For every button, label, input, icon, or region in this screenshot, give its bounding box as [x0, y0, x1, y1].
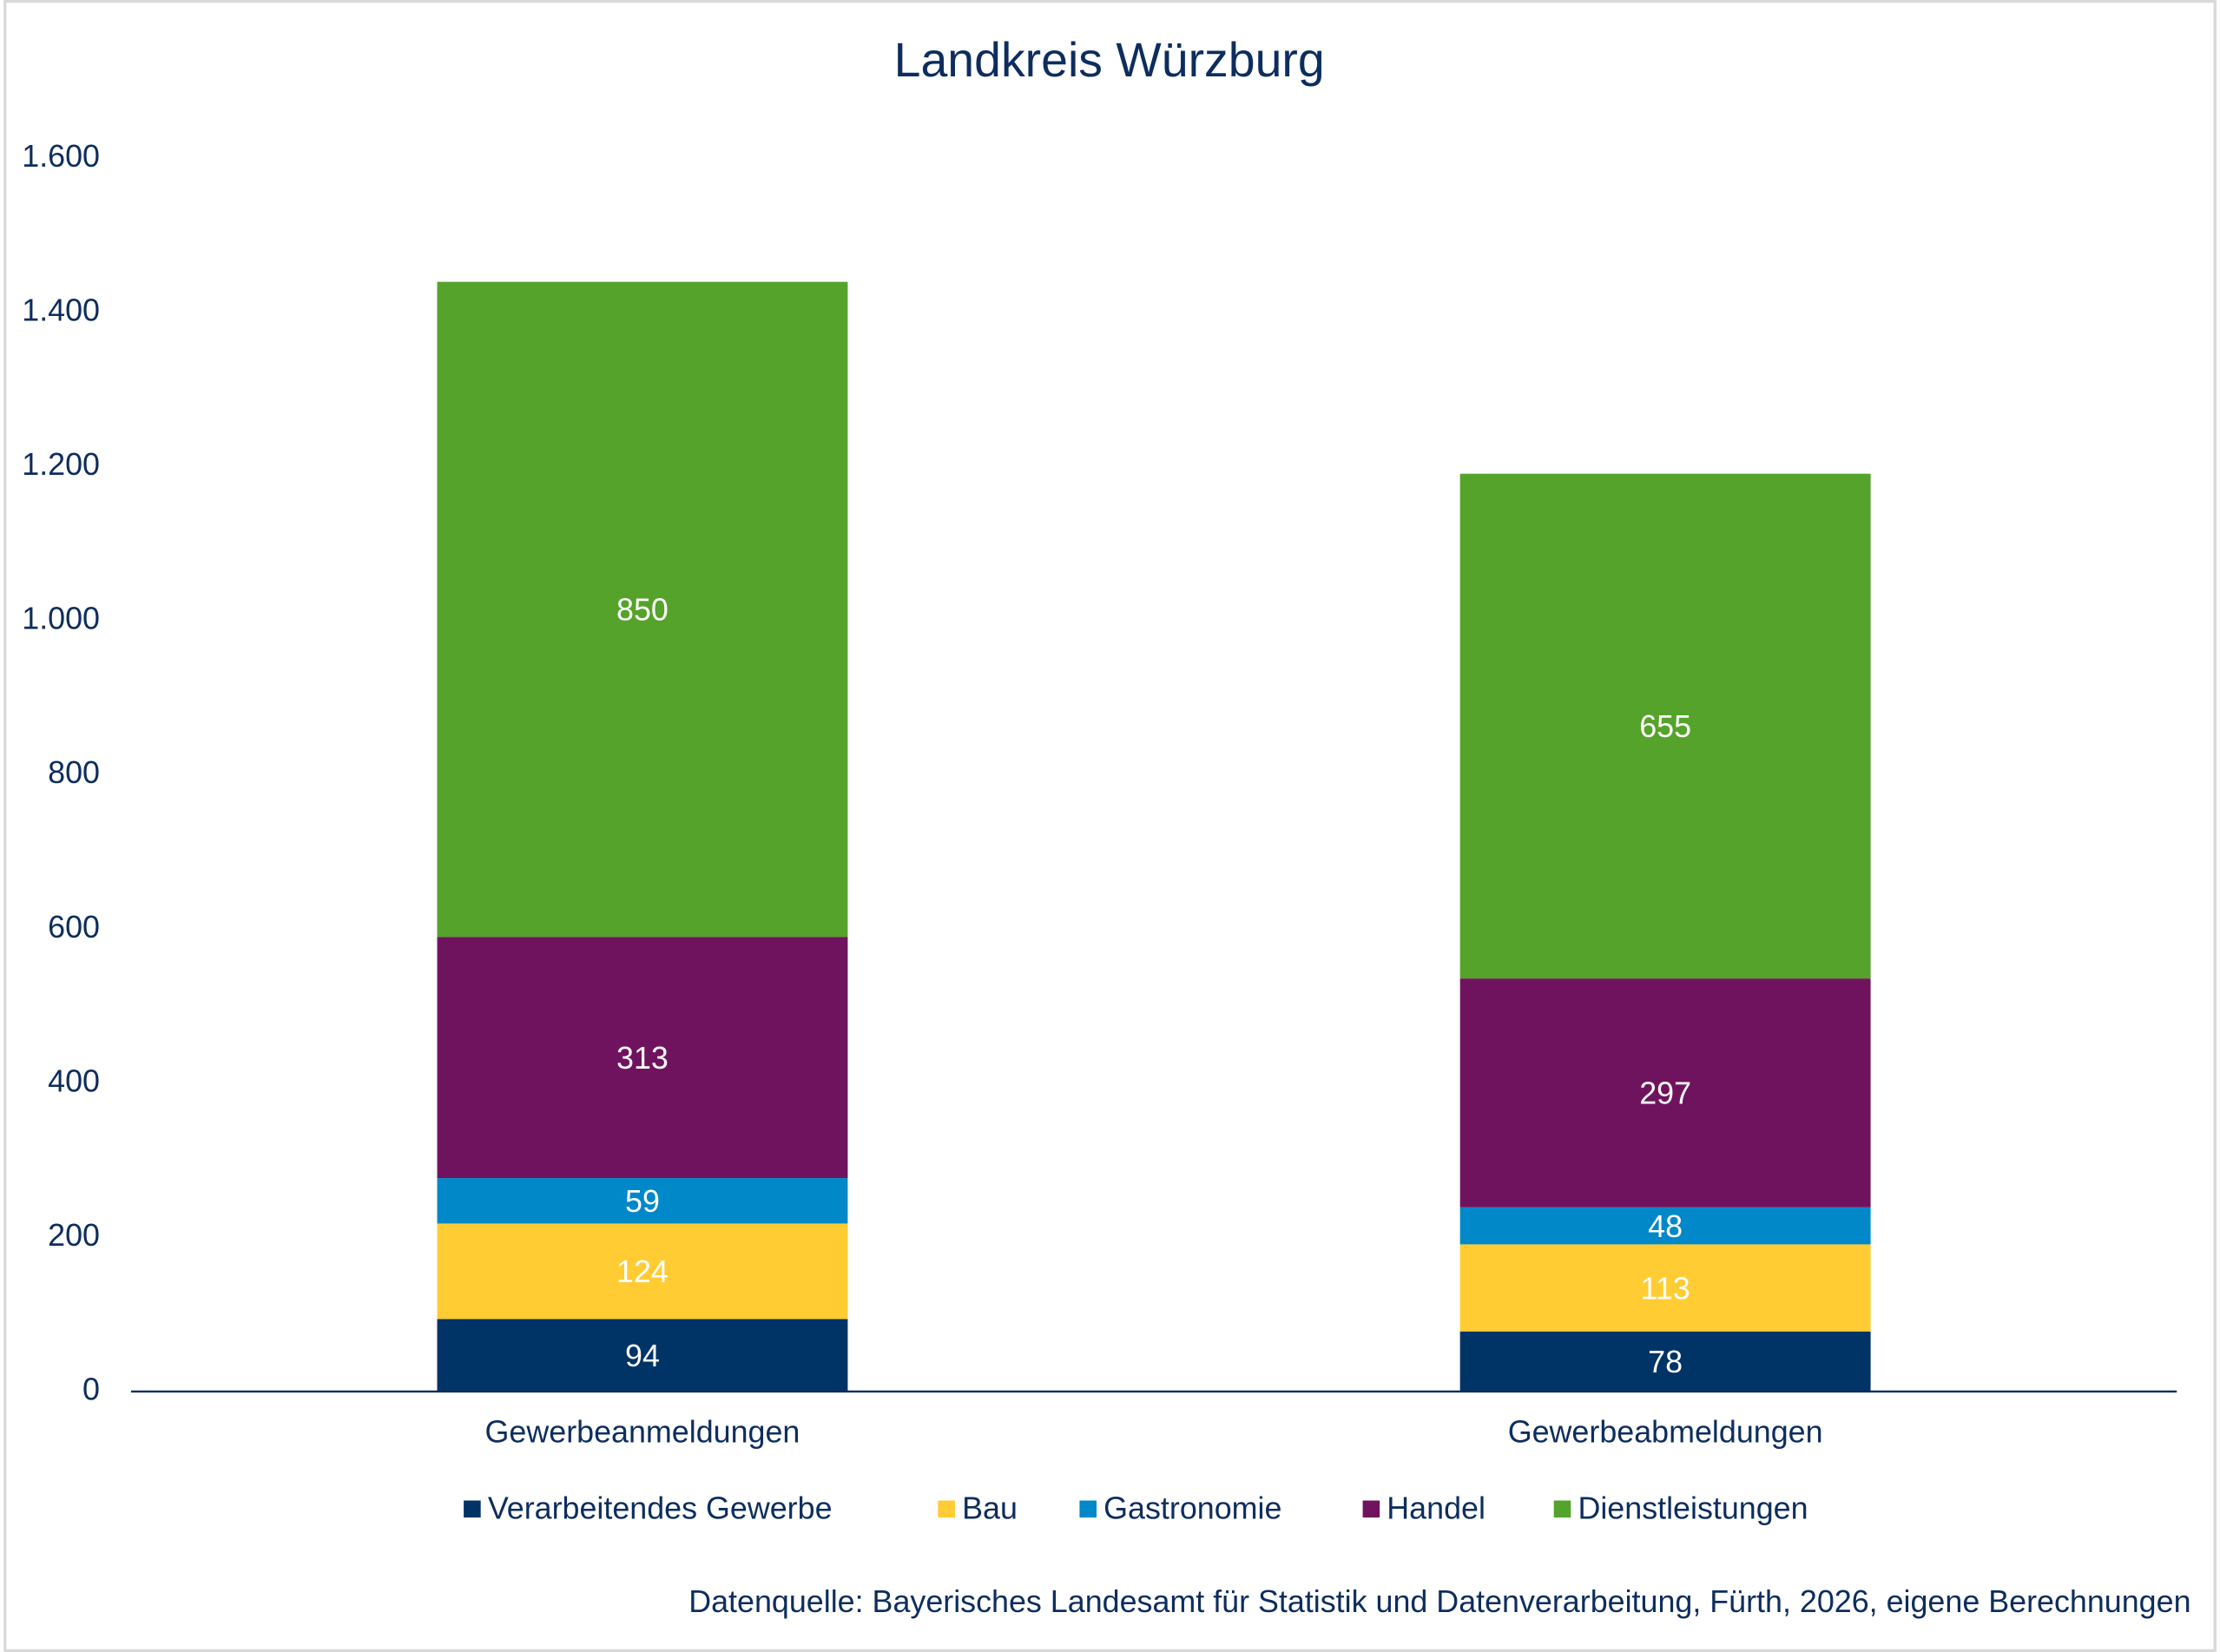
legend-label: Gastronomie [1103, 1491, 1281, 1525]
x-tick-label: Gewerbeabmeldungen [1508, 1414, 1823, 1449]
legend-swatch [464, 1500, 481, 1518]
bar-segment [437, 1223, 848, 1320]
bar-segment [437, 937, 848, 1179]
y-tick-label: 1.400 [22, 293, 100, 328]
x-tick-label: Gewerbeanmeldungen [485, 1414, 800, 1449]
legend-label: Handel [1387, 1491, 1485, 1525]
bar-segment [437, 1178, 848, 1224]
data-label: 94 [625, 1339, 660, 1373]
y-tick-label: 0 [82, 1372, 100, 1406]
bar-segment [437, 1319, 848, 1392]
bar-segment [1459, 473, 1871, 979]
legend-label: Dienstleistungen [1578, 1491, 1808, 1525]
legend-swatch [938, 1500, 955, 1518]
data-label: 655 [1639, 709, 1691, 744]
y-tick-label: 600 [48, 910, 100, 944]
bar-segment [1459, 1331, 1871, 1392]
data-label: 313 [616, 1041, 669, 1076]
data-label: 78 [1648, 1345, 1683, 1379]
bar-segment [1459, 978, 1871, 1208]
y-tick-label: 1.000 [22, 602, 100, 636]
y-tick-label: 800 [48, 755, 100, 790]
y-tick-label: 200 [48, 1218, 100, 1253]
legend-swatch [1362, 1500, 1380, 1518]
legend-label: Verarbeitendes Gewerbe [488, 1491, 833, 1525]
legend-swatch [1553, 1500, 1571, 1518]
y-tick-label: 1.200 [22, 447, 100, 482]
legend-swatch [1079, 1500, 1097, 1518]
frame [3, 0, 2217, 1652]
data-label: 124 [616, 1254, 669, 1289]
data-label: 59 [625, 1184, 660, 1219]
data-label: 850 [616, 593, 669, 628]
chart-title: Landkreis Würzburg [894, 33, 1325, 87]
data-label: 297 [1639, 1076, 1691, 1111]
data-label: 113 [1641, 1271, 1690, 1306]
source-note: Datenquelle: Bayerisches Landesamt für S… [688, 1584, 2190, 1619]
bar-segment [437, 281, 848, 938]
legend-label: Bau [962, 1491, 1018, 1525]
bar-segment [1459, 1207, 1871, 1245]
bar-segment [1459, 1244, 1871, 1332]
y-tick-label: 400 [48, 1063, 100, 1098]
y-tick-label: 1.600 [22, 139, 100, 174]
data-label: 48 [1648, 1209, 1683, 1244]
